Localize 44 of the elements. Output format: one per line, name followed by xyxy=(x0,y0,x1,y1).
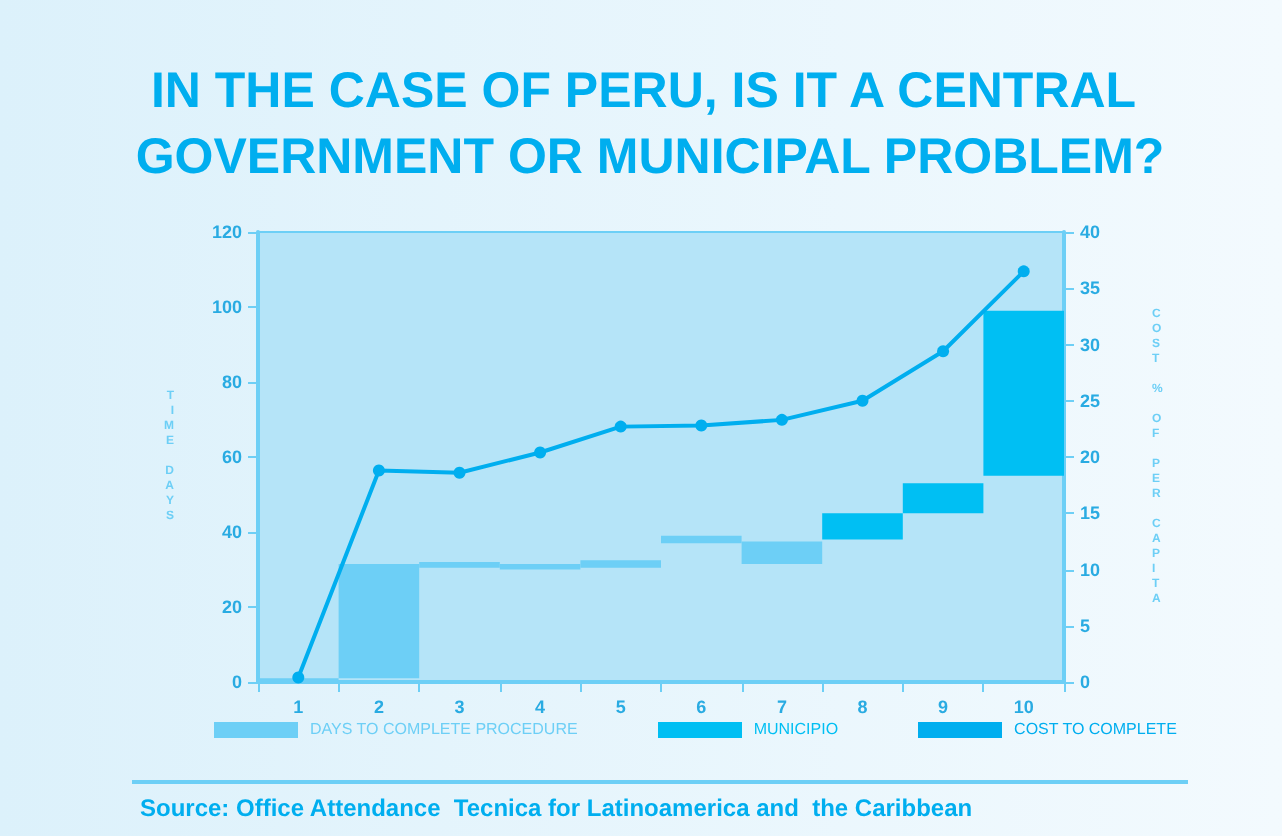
y2-tick-label: 15 xyxy=(1080,503,1101,524)
y-tick-label: 0 xyxy=(231,672,242,692)
source-note: Source: Office Attendance Tecnica for Latinoamerica and the Caribbean xyxy=(140,794,973,822)
y2-tick-label: 35 xyxy=(1080,278,1101,299)
chart-title: IN THE CASE OF PERU, IS IT A CENTRAL GOVERNMENT OR MUNICIPAL PROBLEM? xyxy=(135,63,1165,185)
x-tick-label: 7 xyxy=(776,697,787,717)
x-tick-label: 8 xyxy=(857,697,868,717)
x-tick-label: 2 xyxy=(373,697,384,717)
y2-tick-label: 25 xyxy=(1080,390,1101,411)
bar xyxy=(983,310,1064,476)
bar xyxy=(902,483,984,514)
x-tick-label: 5 xyxy=(615,697,626,717)
y-tick-label: 40 xyxy=(221,522,242,542)
x-tick-label: 4 xyxy=(535,697,546,717)
y-tick-label: 60 xyxy=(221,447,242,467)
text: COST TO COMPLETE xyxy=(1014,720,1177,738)
point xyxy=(453,466,466,479)
y2-tick-label: 0 xyxy=(1080,672,1091,692)
point xyxy=(534,446,547,459)
y2-tick-label: 10 xyxy=(1080,559,1101,580)
point xyxy=(1017,265,1030,278)
y2-tick-label: 30 xyxy=(1080,334,1101,355)
point xyxy=(372,464,385,477)
text: DAYS TO COMPLETE PROCEDURE xyxy=(310,720,578,738)
y-tick-label: 100 xyxy=(211,297,242,317)
point xyxy=(775,413,788,426)
point xyxy=(695,419,708,432)
x-tick-label: 3 xyxy=(454,697,465,717)
text: MUNICIPIO xyxy=(753,720,839,738)
x-tick-label: 1 xyxy=(293,697,304,717)
point xyxy=(856,394,869,407)
point xyxy=(292,671,305,684)
x-tick-label: 10 xyxy=(1013,697,1034,717)
y2-tick-label: 5 xyxy=(1080,615,1091,636)
x-tick-label: 6 xyxy=(696,697,707,717)
y2-tick-label: 20 xyxy=(1080,447,1101,467)
y-tick-label: 120 xyxy=(211,222,242,242)
bar xyxy=(822,513,903,540)
point xyxy=(614,420,627,433)
y-tick-label: 80 xyxy=(221,372,242,392)
y-tick-label: 20 xyxy=(221,597,242,617)
point xyxy=(937,345,950,358)
x-tick-label: 9 xyxy=(938,697,949,717)
y2-tick-label: 40 xyxy=(1080,222,1101,242)
